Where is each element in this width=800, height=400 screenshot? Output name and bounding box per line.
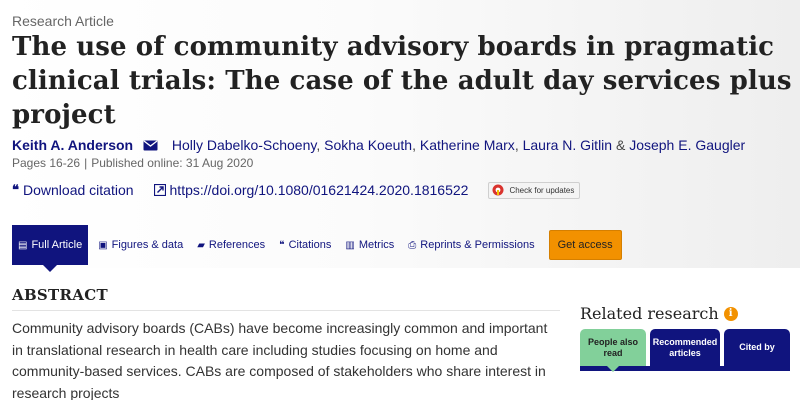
tab-label: Citations	[288, 239, 332, 251]
published-date: Published online: 31 Aug 2020	[91, 156, 254, 170]
tab-label: References	[208, 239, 266, 251]
book-icon: ▰	[197, 239, 205, 251]
tab-citations[interactable]: ❝ Citations	[279, 225, 331, 265]
abstract-divider	[12, 310, 560, 311]
tab-label: Figures & data	[111, 239, 184, 251]
related-tabs-underline	[580, 366, 790, 371]
related-research-title: Related research	[580, 304, 719, 323]
doi-url: https://doi.org/10.1080/01621424.2020.18…	[169, 182, 469, 198]
tab-figures-data[interactable]: ▣ Figures & data	[98, 225, 183, 265]
check-for-updates-label: Check for updates	[509, 185, 575, 195]
quote-icon: ❝	[12, 182, 19, 197]
article-title: The use of community advisory boards in …	[12, 32, 792, 130]
tab-full-article[interactable]: ▤ Full Article	[12, 225, 89, 272]
doi-link[interactable]: https://doi.org/10.1080/01621424.2020.18…	[153, 182, 469, 198]
related-research-tabs: People also read Recommended articles Ci…	[580, 329, 794, 372]
crossmark-icon	[492, 184, 504, 196]
quote-icon: ❝	[279, 239, 285, 251]
article-meta: Pages 16-26 | Published online: 31 Aug 202…	[12, 156, 253, 170]
printer-icon: ⎙	[408, 239, 417, 251]
tab-recommended-articles[interactable]: Recommended articles	[650, 329, 720, 366]
meta-separator: |	[84, 156, 88, 170]
tab-people-also-read[interactable]: People also read	[580, 329, 646, 372]
author-separator: ,	[412, 137, 416, 153]
author-link[interactable]: Joseph E. Gaugler	[629, 137, 746, 153]
external-link-icon	[153, 184, 166, 196]
tab-reprints-permissions[interactable]: ⎙ Reprints & Permissions	[408, 225, 534, 265]
bar-chart-icon: ▥	[345, 239, 355, 251]
tab-references[interactable]: ▰ References	[197, 225, 265, 265]
image-icon: ▣	[98, 239, 108, 251]
document-icon: ▤	[18, 239, 28, 251]
tab-label: Full Article	[31, 239, 83, 251]
author-separator: &	[612, 137, 626, 153]
article-tabs: ▤ Full Article ▣ Figures & data ▰ Refere…	[12, 225, 622, 272]
abstract-heading: ABSTRACT	[12, 286, 108, 304]
author-link[interactable]: Holly Dabelko-Schoeny	[171, 137, 317, 153]
article-header	[0, 0, 800, 268]
tab-label: Metrics	[358, 239, 395, 251]
author-link[interactable]: Sokha Koeuth	[324, 137, 413, 153]
article-actions: ❝ Download citation https://doi.org/10.1…	[12, 181, 581, 199]
download-citation-label: Download citation	[23, 182, 134, 198]
tab-cited-by[interactable]: Cited by	[724, 329, 790, 366]
author-list: Keith A. Anderson Holly Dabelko-Schoeny,…	[12, 137, 745, 153]
info-icon[interactable]: i	[723, 306, 738, 321]
author-separator: ,	[514, 137, 519, 153]
envelope-icon[interactable]	[143, 140, 158, 151]
article-type-label: Research Article	[12, 13, 114, 29]
page-range: Pages 16-26	[12, 156, 81, 170]
tab-label: Reprints & Permissions	[420, 239, 535, 251]
author-link[interactable]: Keith A. Anderson	[12, 137, 134, 153]
author-link[interactable]: Katherine Marx	[419, 137, 515, 153]
author-separator: ,	[316, 137, 321, 153]
abstract-text: Community advisory boards (CABs) have be…	[12, 320, 548, 400]
related-research-heading: Related research i	[580, 304, 738, 323]
check-for-updates-button[interactable]: Check for updates	[488, 181, 581, 199]
author-link[interactable]: Laura N. Gitlin	[522, 137, 613, 153]
download-citation-link[interactable]: ❝ Download citation	[12, 182, 134, 198]
get-access-button[interactable]: Get access	[548, 230, 622, 260]
tab-metrics[interactable]: ▥ Metrics	[345, 225, 394, 265]
